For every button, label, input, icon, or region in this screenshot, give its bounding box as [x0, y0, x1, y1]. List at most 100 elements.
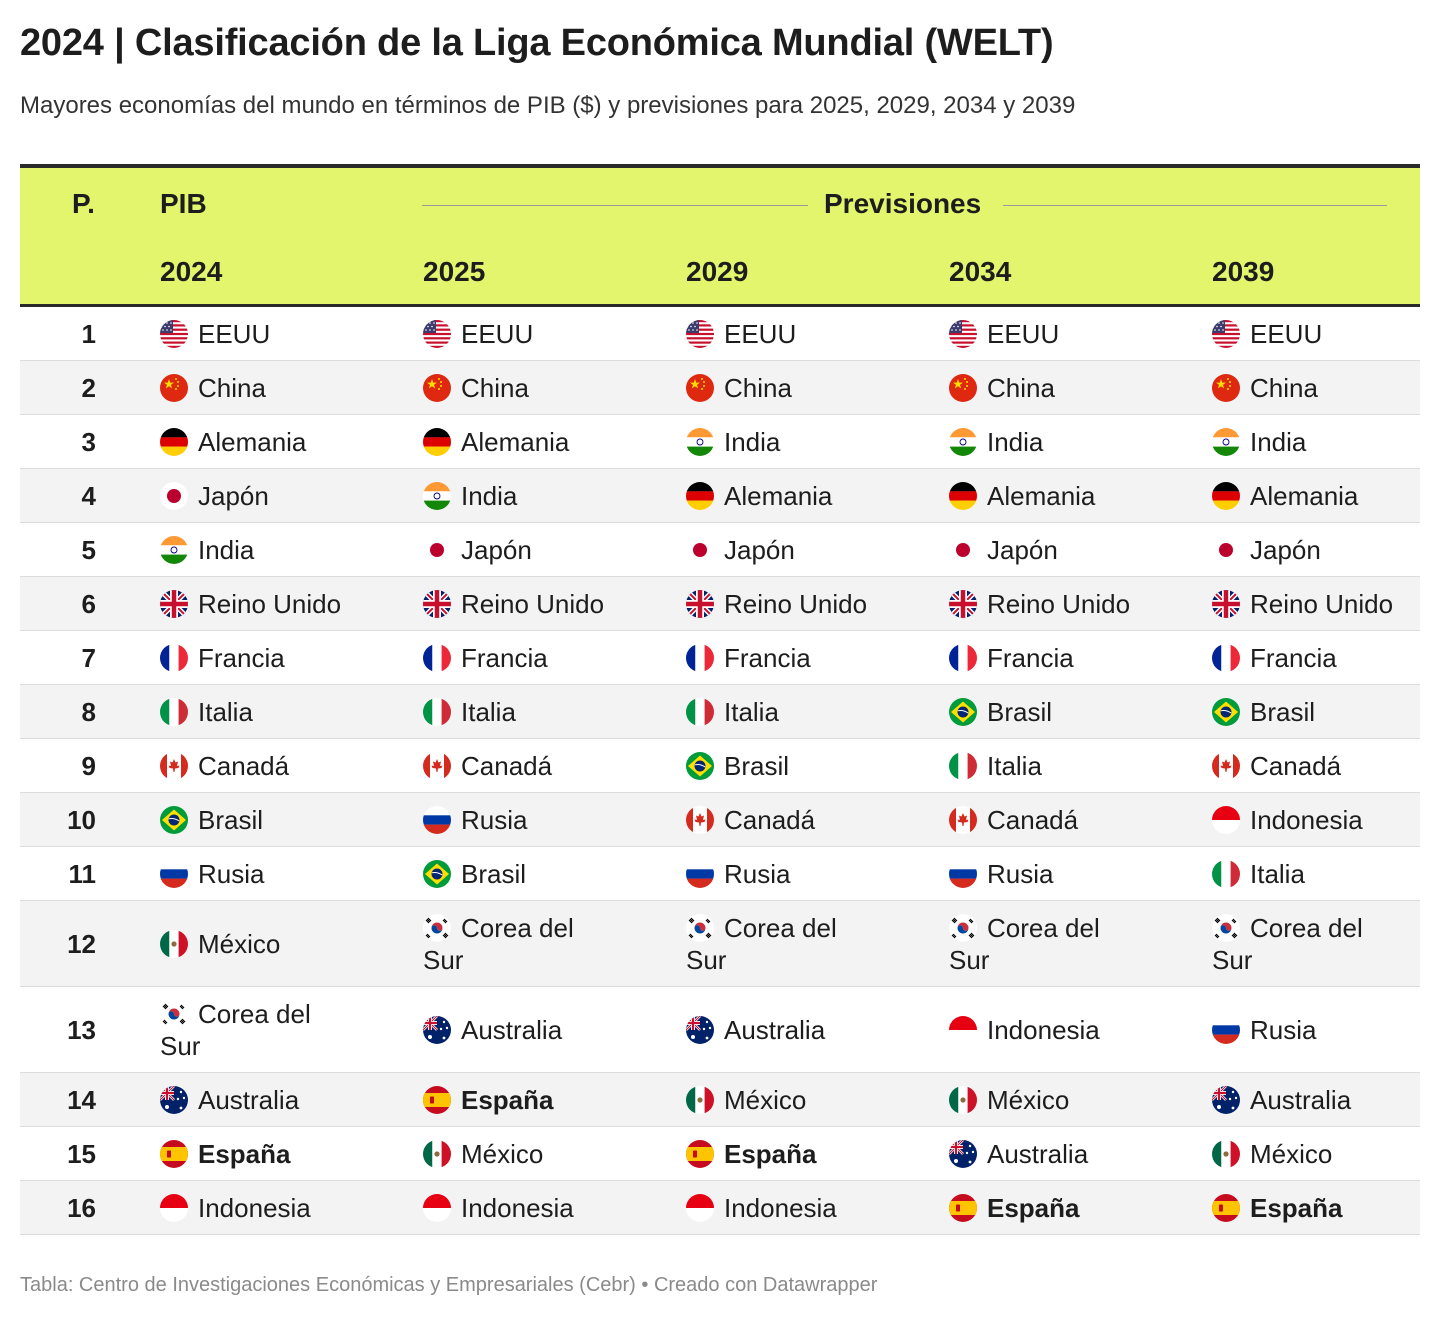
- flag-japon-icon: [1212, 536, 1240, 564]
- country-name: China: [461, 373, 529, 403]
- rank-cell: 3: [81, 427, 96, 457]
- country-cell: India: [423, 480, 663, 512]
- flag-italia-icon: [1212, 860, 1240, 888]
- flag-reino-unido-icon: [686, 590, 714, 618]
- country-name: Canadá: [724, 805, 816, 835]
- country-name: México: [461, 1139, 544, 1169]
- flag-mexico-icon: [949, 1086, 977, 1114]
- flag-australia-icon: [686, 1016, 714, 1044]
- flag-espana-icon: [160, 1140, 188, 1168]
- country-cell: Italia: [423, 696, 663, 728]
- country-name: Corea del Sur: [160, 999, 311, 1061]
- rank-cell: 9: [81, 751, 96, 781]
- country-name: Japón: [724, 535, 795, 565]
- page-title: 2024 | Clasificación de la Liga Económic…: [20, 22, 1054, 64]
- country-name: España: [724, 1139, 817, 1169]
- flag-canada-icon: [1212, 752, 1240, 780]
- country-name: España: [1250, 1193, 1343, 1223]
- country-name: Reino Unido: [198, 589, 342, 619]
- table-row: 5 India Japón Japón Japón Japón: [20, 523, 1420, 577]
- flag-corea-del-sur-icon: [949, 914, 977, 942]
- rank-cell: 15: [67, 1139, 96, 1169]
- flag-canada-icon: [160, 752, 188, 780]
- flag-reino-unido-icon: [160, 590, 188, 618]
- country-name: Alemania: [724, 481, 833, 511]
- flag-corea-del-sur-icon: [686, 914, 714, 942]
- country-name: Francia: [1250, 643, 1337, 673]
- country-cell: Alemania: [686, 480, 926, 512]
- country-name: EEUU: [987, 319, 1060, 349]
- country-cell: Alemania: [423, 426, 663, 458]
- country-cell: Australia: [686, 1014, 926, 1046]
- flag-brasil-icon: [423, 860, 451, 888]
- forecast-header: Previsiones: [824, 188, 982, 219]
- country-cell: Indonesia: [160, 1192, 400, 1224]
- flag-canada-icon: [949, 806, 977, 834]
- country-name: Rusia: [724, 859, 791, 889]
- flag-italia-icon: [160, 698, 188, 726]
- country-name: España: [198, 1139, 291, 1169]
- country-cell: Brasil: [949, 696, 1189, 728]
- table-row: 3 Alemania Alemania India India India: [20, 415, 1420, 469]
- country-cell: China: [949, 372, 1189, 404]
- flag-indonesia-icon: [686, 1194, 714, 1222]
- country-name: Rusia: [987, 859, 1054, 889]
- country-name: Canadá: [987, 805, 1079, 835]
- country-name: Australia: [461, 1015, 563, 1045]
- country-name: Francia: [198, 643, 285, 673]
- table-row: 8 Italia Italia Italia Brasil Brasil: [20, 685, 1420, 739]
- country-name: Canadá: [1250, 751, 1342, 781]
- country-name: México: [724, 1085, 807, 1115]
- country-name: Canadá: [198, 751, 290, 781]
- flag-mexico-icon: [686, 1086, 714, 1114]
- country-name: México: [987, 1085, 1070, 1115]
- rank-cell: 5: [81, 535, 96, 565]
- country-cell: México: [423, 1138, 663, 1170]
- country-cell: Canadá: [686, 804, 926, 836]
- rank-cell: 2: [81, 373, 96, 403]
- year-header-2029: 2029: [686, 256, 749, 287]
- country-name: EEUU: [461, 319, 534, 349]
- rank-cell: 4: [81, 481, 96, 511]
- flag-francia-icon: [949, 644, 977, 672]
- country-cell: Brasil: [423, 858, 663, 890]
- rank-cell: 6: [81, 589, 96, 619]
- flag-mexico-icon: [423, 1140, 451, 1168]
- country-cell: Alemania: [1212, 480, 1440, 512]
- country-cell: Reino Unido: [160, 588, 400, 620]
- rank-cell: 13: [67, 1015, 96, 1045]
- country-cell: Indonesia: [949, 1014, 1189, 1046]
- country-cell: China: [160, 372, 400, 404]
- country-cell: Rusia: [423, 804, 663, 836]
- country-name: México: [198, 929, 281, 959]
- flag-japon-icon: [686, 536, 714, 564]
- flag-francia-icon: [686, 644, 714, 672]
- country-name: Australia: [724, 1015, 826, 1045]
- flag-alemania-icon: [949, 482, 977, 510]
- country-name: Brasil: [198, 805, 264, 835]
- country-cell: México: [1212, 1138, 1440, 1170]
- country-name: EEUU: [198, 319, 271, 349]
- rank-cell: 14: [67, 1085, 96, 1115]
- country-name: Italia: [461, 697, 516, 727]
- flag-china-icon: [949, 374, 977, 402]
- country-name: España: [987, 1193, 1080, 1223]
- flag-india-icon: [949, 428, 977, 456]
- table-row: 10 Brasil Rusia Canadá Canadá Indonesia: [20, 793, 1420, 847]
- table-row: 16 Indonesia Indonesia Indonesia España Españ…: [20, 1181, 1420, 1235]
- flag-mexico-icon: [1212, 1140, 1240, 1168]
- country-cell: Rusia: [160, 858, 400, 890]
- country-name: Japón: [1250, 535, 1321, 565]
- table-row: 14 Australia España México México Australia: [20, 1073, 1420, 1127]
- flag-australia-icon: [160, 1086, 188, 1114]
- flag-indonesia-icon: [160, 1194, 188, 1222]
- country-name: Reino Unido: [1250, 589, 1394, 619]
- country-cell: España: [949, 1192, 1189, 1224]
- flag-india-icon: [423, 482, 451, 510]
- flag-rusia-icon: [423, 806, 451, 834]
- country-cell: EEUU: [160, 318, 400, 350]
- rank-cell: 7: [81, 643, 96, 673]
- country-cell: EEUU: [423, 318, 663, 350]
- country-name: Italia: [987, 751, 1042, 781]
- flag-mexico-icon: [160, 930, 188, 958]
